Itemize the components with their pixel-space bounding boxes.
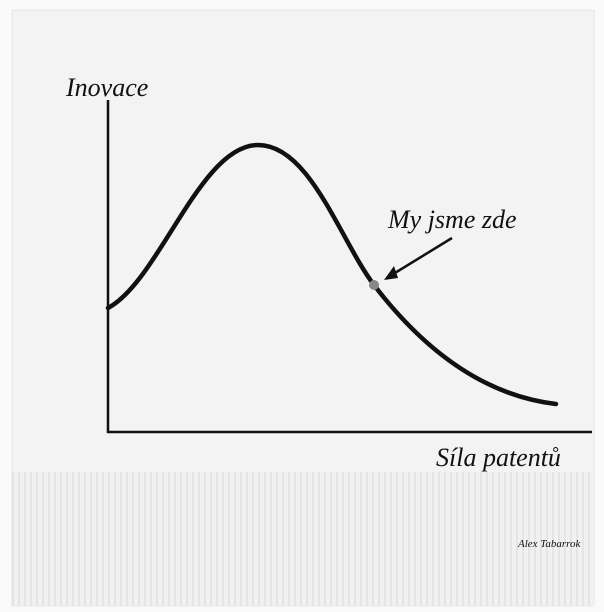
y-axis-label: Inovace [65, 73, 148, 102]
x-axis-label: Síla patentů [436, 443, 561, 472]
page: {"axes": {"y_label": "Inovace", "x_label… [0, 0, 604, 612]
signature: Alex Tabarrok [517, 538, 582, 550]
napkin-fold [12, 472, 594, 606]
current-point [369, 280, 379, 290]
annotation: My jsme zde [387, 205, 517, 234]
napkin-sketch: Inovace Síla patentů My jsme zde Alex Ta… [0, 0, 604, 612]
